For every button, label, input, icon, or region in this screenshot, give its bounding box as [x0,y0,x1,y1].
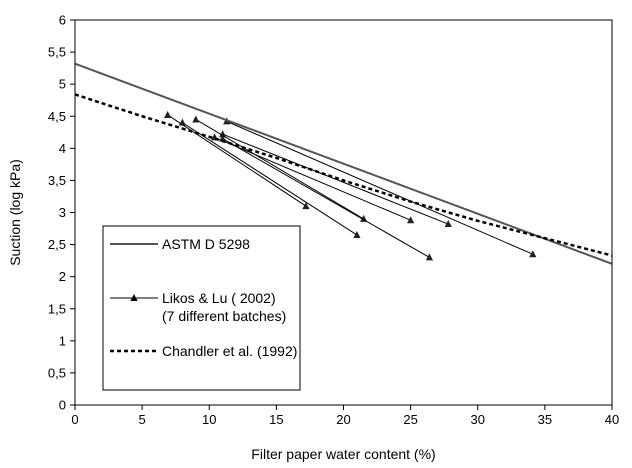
y-tick-label: 5,5 [48,45,66,60]
x-tick-label: 15 [269,412,283,427]
x-tick-label: 20 [336,412,350,427]
x-tick-label: 25 [403,412,417,427]
legend-likos-marker [130,294,138,301]
y-tick-label: 2 [59,269,66,284]
y-tick-label: 5 [59,77,66,92]
likos-lu-marker [529,250,537,258]
y-tick-label: 0,5 [48,365,66,380]
likos-lu-marker [407,216,415,224]
legend-astm-label: ASTM D 5298 [162,236,250,252]
plot-area-frame [74,19,613,406]
y-tick-label: 4,5 [48,109,66,124]
y-tick-label: 6 [59,13,66,28]
y-tick-label: 1 [59,333,66,348]
likos-lu-marker [302,202,310,210]
legend-likos-label: Likos & Lu ( 2002) [162,290,276,306]
y-tick-label: 3 [59,205,66,220]
legend: ASTM D 5298 Likos & Lu ( 2002) (7 differ… [102,225,301,391]
likos-lu-marker [425,253,434,261]
y-tick-label: 3,5 [48,173,66,188]
likos-lu-batch-line [226,120,533,255]
y-tick-label: 2,5 [48,237,66,252]
x-tick-label: 10 [202,412,216,427]
legend-likos-sublabel: (7 different batches) [162,308,286,324]
likos-lu-marker [219,130,227,138]
legend-box [102,225,301,391]
y-tick-label: 4 [59,141,66,156]
chandler-1992-line [74,93,613,257]
x-tick-label: 30 [471,412,485,427]
y-tick-label: 0 [59,398,66,413]
astm-d5298-line [74,62,613,265]
likos-lu-marker [219,134,227,142]
legend-chandler-label: Chandler et al. (1992) [162,343,297,359]
likos-lu-marker [164,110,172,118]
likos-lu-batch-line [182,122,358,236]
likos-lu-marker [192,115,200,123]
x-tick-label: 40 [605,412,619,427]
likos-lu-batch-line [195,119,364,220]
x-axis-title: Filter paper water content (%) [251,446,435,462]
likos-lu-batch-line [214,136,411,221]
x-tick-label: 5 [139,412,146,427]
likos-lu-batch-line [222,133,449,225]
likos-lu-marker [444,220,452,228]
data-marks [74,62,613,265]
x-tick-label: 35 [538,412,552,427]
y-tick-label: 1,5 [48,301,66,316]
axis-ticks: 0 5 10 15 20 25 30 35 40 0 0,5 1 1,5 2 2,5 3 3,5 4 4,5 5 5,5… [48,13,619,428]
y-axis-title: Suction (log kPa) [7,159,23,266]
x-tick-label: 0 [71,412,78,427]
likos-lu-marker [353,230,361,238]
likos-lu-batch-line [222,138,430,258]
